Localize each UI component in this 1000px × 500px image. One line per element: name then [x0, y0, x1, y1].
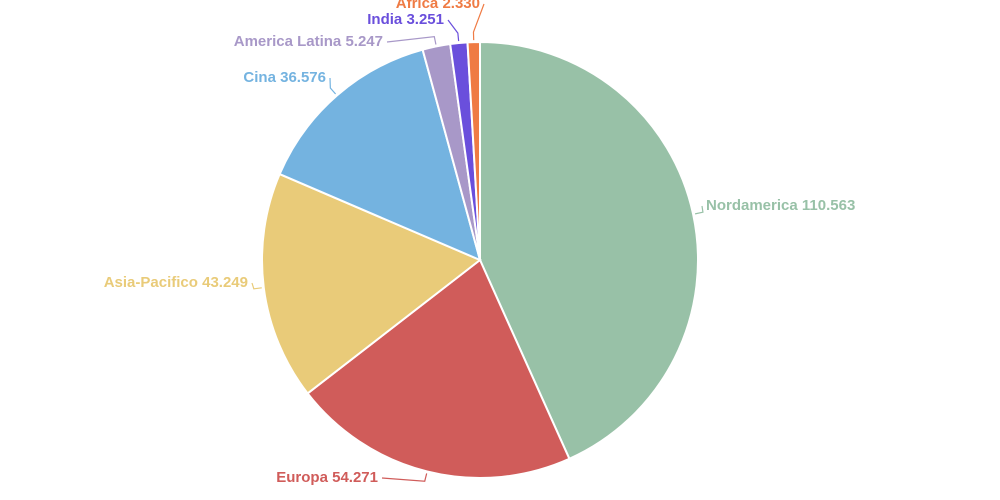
category-label: Cina — [243, 69, 276, 86]
category-label: Asia-Pacifico — [104, 274, 198, 291]
value-label: 110.563 — [802, 197, 855, 214]
slice-label: Europa 54.271 — [276, 469, 378, 486]
slice-label: America Latina 5.247 — [234, 33, 383, 50]
slice-label: Asia-Pacifico 43.249 — [104, 274, 248, 291]
leader-line — [381, 473, 428, 482]
slice-label: Cina 36.576 — [243, 69, 326, 86]
category-label: Africa — [396, 0, 439, 12]
value-label: 43.249 — [202, 274, 248, 291]
slice-label: Nordamerica 110.563 — [706, 197, 855, 214]
pie-slice — [278, 48, 482, 262]
value-label: 5.247 — [345, 33, 383, 50]
category-label: Europa — [276, 469, 328, 486]
category-label: America Latina — [234, 33, 342, 50]
leader-line — [386, 35, 437, 45]
leader-line — [251, 282, 262, 290]
leader-line — [472, 3, 485, 41]
leader-line — [694, 205, 704, 215]
value-label: 2.330 — [442, 0, 480, 12]
leader-line — [447, 19, 460, 42]
pie-slice — [479, 40, 699, 461]
pie-slice — [261, 172, 482, 395]
pie-slice — [466, 40, 481, 261]
slice-label: Africa 2.330 — [396, 0, 480, 12]
pie-slice — [306, 258, 571, 479]
leader-line — [329, 77, 337, 95]
slice-label: India 3.251 — [367, 11, 444, 28]
category-label: Nordamerica — [706, 197, 798, 214]
category-label: India — [367, 11, 403, 28]
value-label: 36.576 — [280, 69, 326, 86]
value-label: 54.271 — [332, 469, 378, 486]
value-label: 3.251 — [406, 11, 444, 28]
